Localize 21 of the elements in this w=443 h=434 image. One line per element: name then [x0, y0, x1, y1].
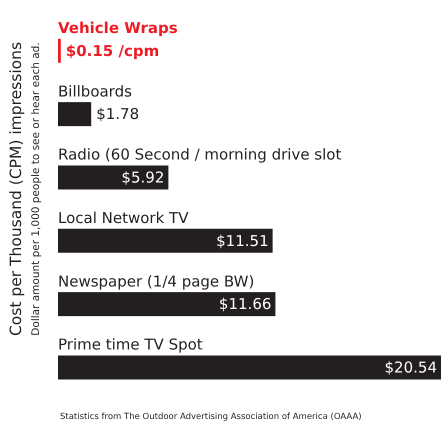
bar: [58, 102, 92, 126]
data-label: $1.78: [96, 105, 140, 124]
y-tick-label: Local Network TV: [58, 209, 190, 227]
bar: [58, 38, 61, 63]
data-label: $0.15 /cpm: [66, 42, 160, 60]
bar: [58, 165, 168, 190]
y-tick-label: Newspaper (1/4 page BW): [58, 272, 254, 290]
text: Dollar amount per 1,000 people to see or hear each ad.: [30, 42, 42, 336]
y-axis-title: Cost per Thousand (CPM) impressions: [7, 42, 25, 336]
y-tick-label: Radio (60 Second / morning drive slot: [58, 146, 342, 164]
bar: [58, 292, 276, 316]
data-label: $5.92: [121, 168, 164, 186]
y-tick-label: Vehicle Wraps: [58, 19, 178, 37]
y-tick-label: Prime time TV Spot: [58, 336, 203, 354]
data-label: $11.66: [218, 295, 272, 314]
data-label: $20.54: [384, 358, 437, 376]
data-label: $11.51: [216, 232, 269, 250]
bar: [58, 228, 273, 253]
bar: [58, 355, 441, 380]
annotation: Statistics from The Outdoor Advertising Association of America (OAAA): [60, 412, 362, 422]
y-tick-label: Billboards: [58, 82, 132, 100]
